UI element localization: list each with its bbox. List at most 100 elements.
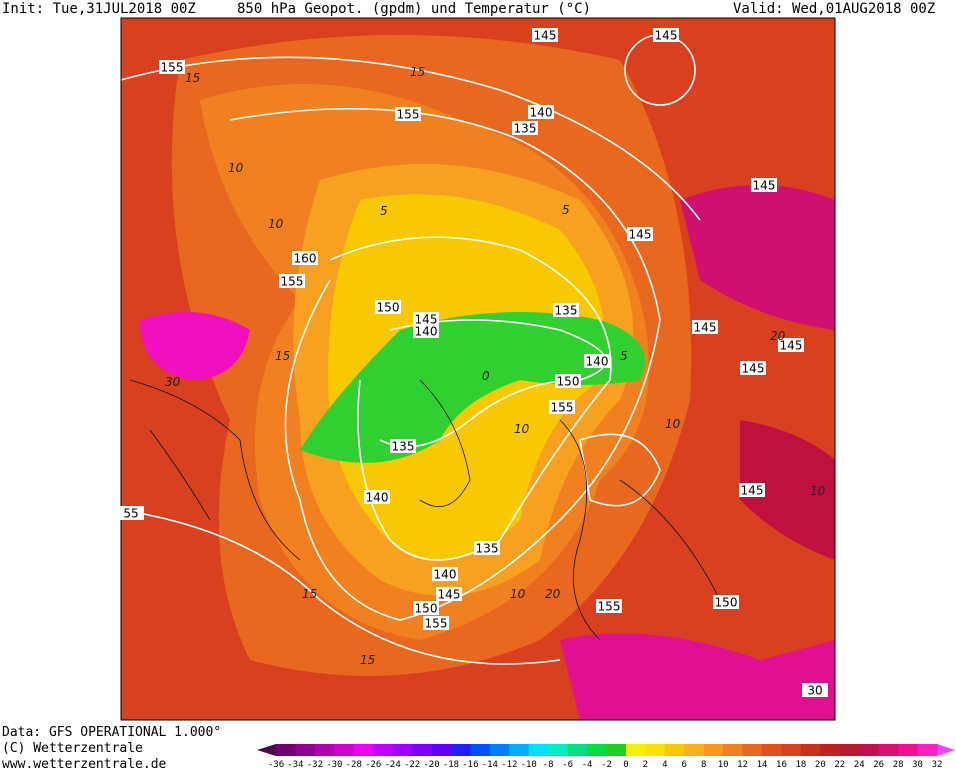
legend-label: 20 [815,760,826,770]
legend-label: 22 [834,760,845,770]
legend-label: 2 [643,760,648,770]
legend-label: -28 [346,760,362,770]
contour-label: 145 [534,29,557,43]
contour-label-box [739,483,765,497]
contour-label: 145 [415,313,438,327]
contour-label-box [555,374,581,388]
legend-label: -10 [521,760,537,770]
legend-swatch [645,744,666,756]
temperature-label: 10 [810,484,826,498]
contour-label: 145 [742,362,765,376]
legend-swatch [606,744,627,756]
legend-label: 10 [718,760,729,770]
temperature-label: 15 [410,65,425,79]
legend-label: -20 [423,760,439,770]
temperature-label: 15 [275,349,290,363]
contour-label: 145 [780,339,803,353]
legend-label: 18 [795,760,806,770]
contour-label-box [713,595,739,609]
legend-label: -36 [268,760,284,770]
legend-label: -32 [307,760,323,770]
legend-swatch [781,744,802,756]
map [121,18,835,720]
contour-label: 150 [715,596,738,610]
legend-swatch [431,744,452,756]
contour-label: 150 [557,375,580,389]
contour-label-box [778,338,804,352]
temperature-label: 30 [165,375,181,389]
legend-swatch [450,744,471,756]
temperature-label: 15 [302,587,317,601]
contour-label: 145 [655,29,678,43]
contour-label: 140 [434,568,457,582]
legend-swatch [295,744,316,756]
legend-swatch [762,744,782,756]
contour-label-box [528,105,554,119]
contour-label-box [390,439,416,453]
contour-label: 155 [598,600,621,614]
legend-swatch [800,744,821,756]
contour-label-box [413,312,439,326]
contour-label-box [279,274,305,288]
legend-label: 26 [873,760,884,770]
legend-swatch [839,744,860,756]
contour-label-box [627,227,653,241]
legend-label: 0 [623,760,628,770]
contour-label: 160 [294,252,317,266]
temperature-label: 15 [185,71,200,85]
legend-swatch [528,744,549,756]
temperature-label: 10 [268,217,284,231]
legend-swatch [314,744,335,756]
temperature-label: 10 [665,417,681,431]
contour-label-box [549,400,575,414]
legend-label: -4 [582,760,593,770]
legend-label: 28 [893,760,904,770]
legend-label: -2 [601,760,612,770]
contour-label: 135 [555,304,578,318]
temperature-label: 10 [510,587,526,601]
contour-label: 155 [397,108,420,122]
legend-label: 32 [932,760,943,770]
legend-label: -34 [287,760,303,770]
contour-label: 155 [161,61,184,75]
contour-label: 140 [415,325,438,339]
contour-label-box [364,490,390,504]
temperature-label: 20 [770,329,786,343]
copyright: (C) Wetterzentrale [2,741,143,756]
legend-label: -6 [562,760,573,770]
legend-swatch [412,744,433,756]
contour-label-box [413,601,439,615]
legend-swatch [820,744,841,756]
legend-swatch [276,744,296,756]
contour-label: 140 [530,106,553,120]
website-url: www.wetterzentrale.de [2,757,167,770]
init-time: Init: Tue,31JUL2018 00Z [2,1,196,17]
legend-label: 24 [854,760,865,770]
temperature-label: 10 [514,422,530,436]
legend-swatch [334,744,355,756]
contour-label-box [553,303,579,317]
legend-swatch [878,744,899,756]
contour-label: 140 [366,491,389,505]
legend-swatch [625,744,646,756]
legend-label: -22 [404,760,420,770]
contour-label-box [802,683,828,697]
contour-label: 150 [377,301,400,315]
legend-swatch [567,744,588,756]
legend-label: -18 [443,760,459,770]
contour-label-box [395,107,421,121]
map-frame [120,17,836,721]
legend-label: 14 [757,760,768,770]
legend-swatch [703,744,724,756]
contour-label-box [292,251,318,265]
contour-label: 155 [281,275,304,289]
contour-label: 145 [753,179,776,193]
legend-arrow-high [937,744,955,756]
contour-label: 30 [807,684,822,698]
legend-arrow-low [257,744,276,756]
legend-label: -14 [482,760,498,770]
legend-swatch [489,744,510,756]
contour-label-box [584,354,610,368]
contour-label-box [375,300,401,314]
